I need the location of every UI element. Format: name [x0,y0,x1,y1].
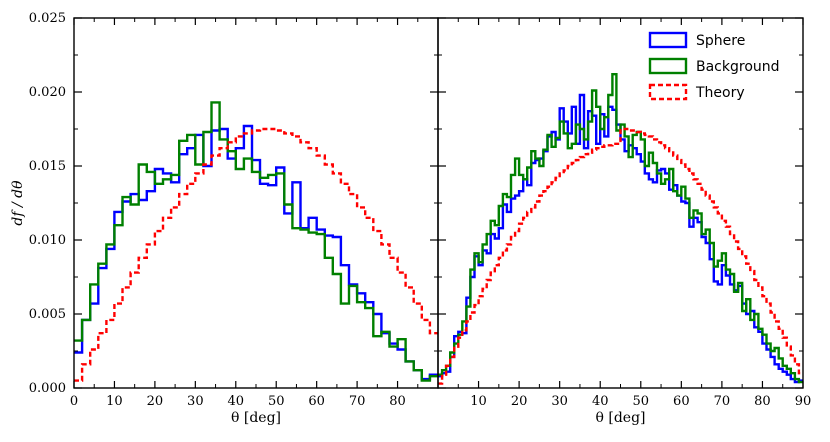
legend-label-sphere: Sphere [696,33,745,49]
x-tick-label: 80 [389,394,406,409]
x-tick-label: 90 [795,394,812,409]
x-tick-label: 50 [268,394,285,409]
x-tick-label: 10 [470,394,487,409]
legend-swatch-sphere [648,31,688,49]
series-sphere-panel-1 [74,124,438,381]
x-axis-label: θ [deg] [595,410,645,426]
y-tick-label: 0.025 [29,11,66,26]
x-tick-label: 80 [754,394,771,409]
legend-label-theory: Theory [695,85,745,101]
legend-swatch-background [648,57,688,75]
x-tick-label: 40 [592,394,609,409]
x-tick-label: 30 [187,394,204,409]
plot-layer [74,73,803,385]
panel-1-series [74,101,438,382]
x-tick-label: 20 [147,394,164,409]
x-tick-label: 50 [633,394,650,409]
y-tick-label: 0.020 [29,85,66,100]
x-tick-label: 10 [106,394,123,409]
series-background-panel-1 [74,101,438,382]
panel-2-series [438,73,803,385]
y-tick-label: 0.015 [29,159,66,174]
series-theory-panel-2 [438,127,803,385]
series-background-panel-2 [438,73,803,384]
y-tick-label: 0.010 [29,233,66,248]
legend-swatch-theory [648,83,688,101]
x-tick-label: 20 [511,394,528,409]
frame-layer: 0 10 20 30 40 50 60 70 80 θ [deg] 10 20 30 40 50 60 70 80… [10,11,811,426]
x-axis-label: θ [deg] [231,410,281,426]
series-theory-panel-1 [74,127,438,382]
y-tick-label: 0.005 [29,307,66,322]
legend: Sphere Background Theory [648,31,780,101]
x-tick-label: 70 [714,394,731,409]
x-tick-label: 60 [673,394,690,409]
y-tick-label: 0.000 [29,381,66,396]
x-tick-label: 0 [70,394,78,409]
x-tick-label: 60 [308,394,325,409]
y-axis-label: df / dθ [10,180,26,226]
x-tick-label: 30 [551,394,568,409]
legend-label-background: Background [696,59,780,75]
panel-2-frame [437,17,804,389]
x-tick-label: 70 [349,394,366,409]
x-tick-label: 40 [228,394,245,409]
